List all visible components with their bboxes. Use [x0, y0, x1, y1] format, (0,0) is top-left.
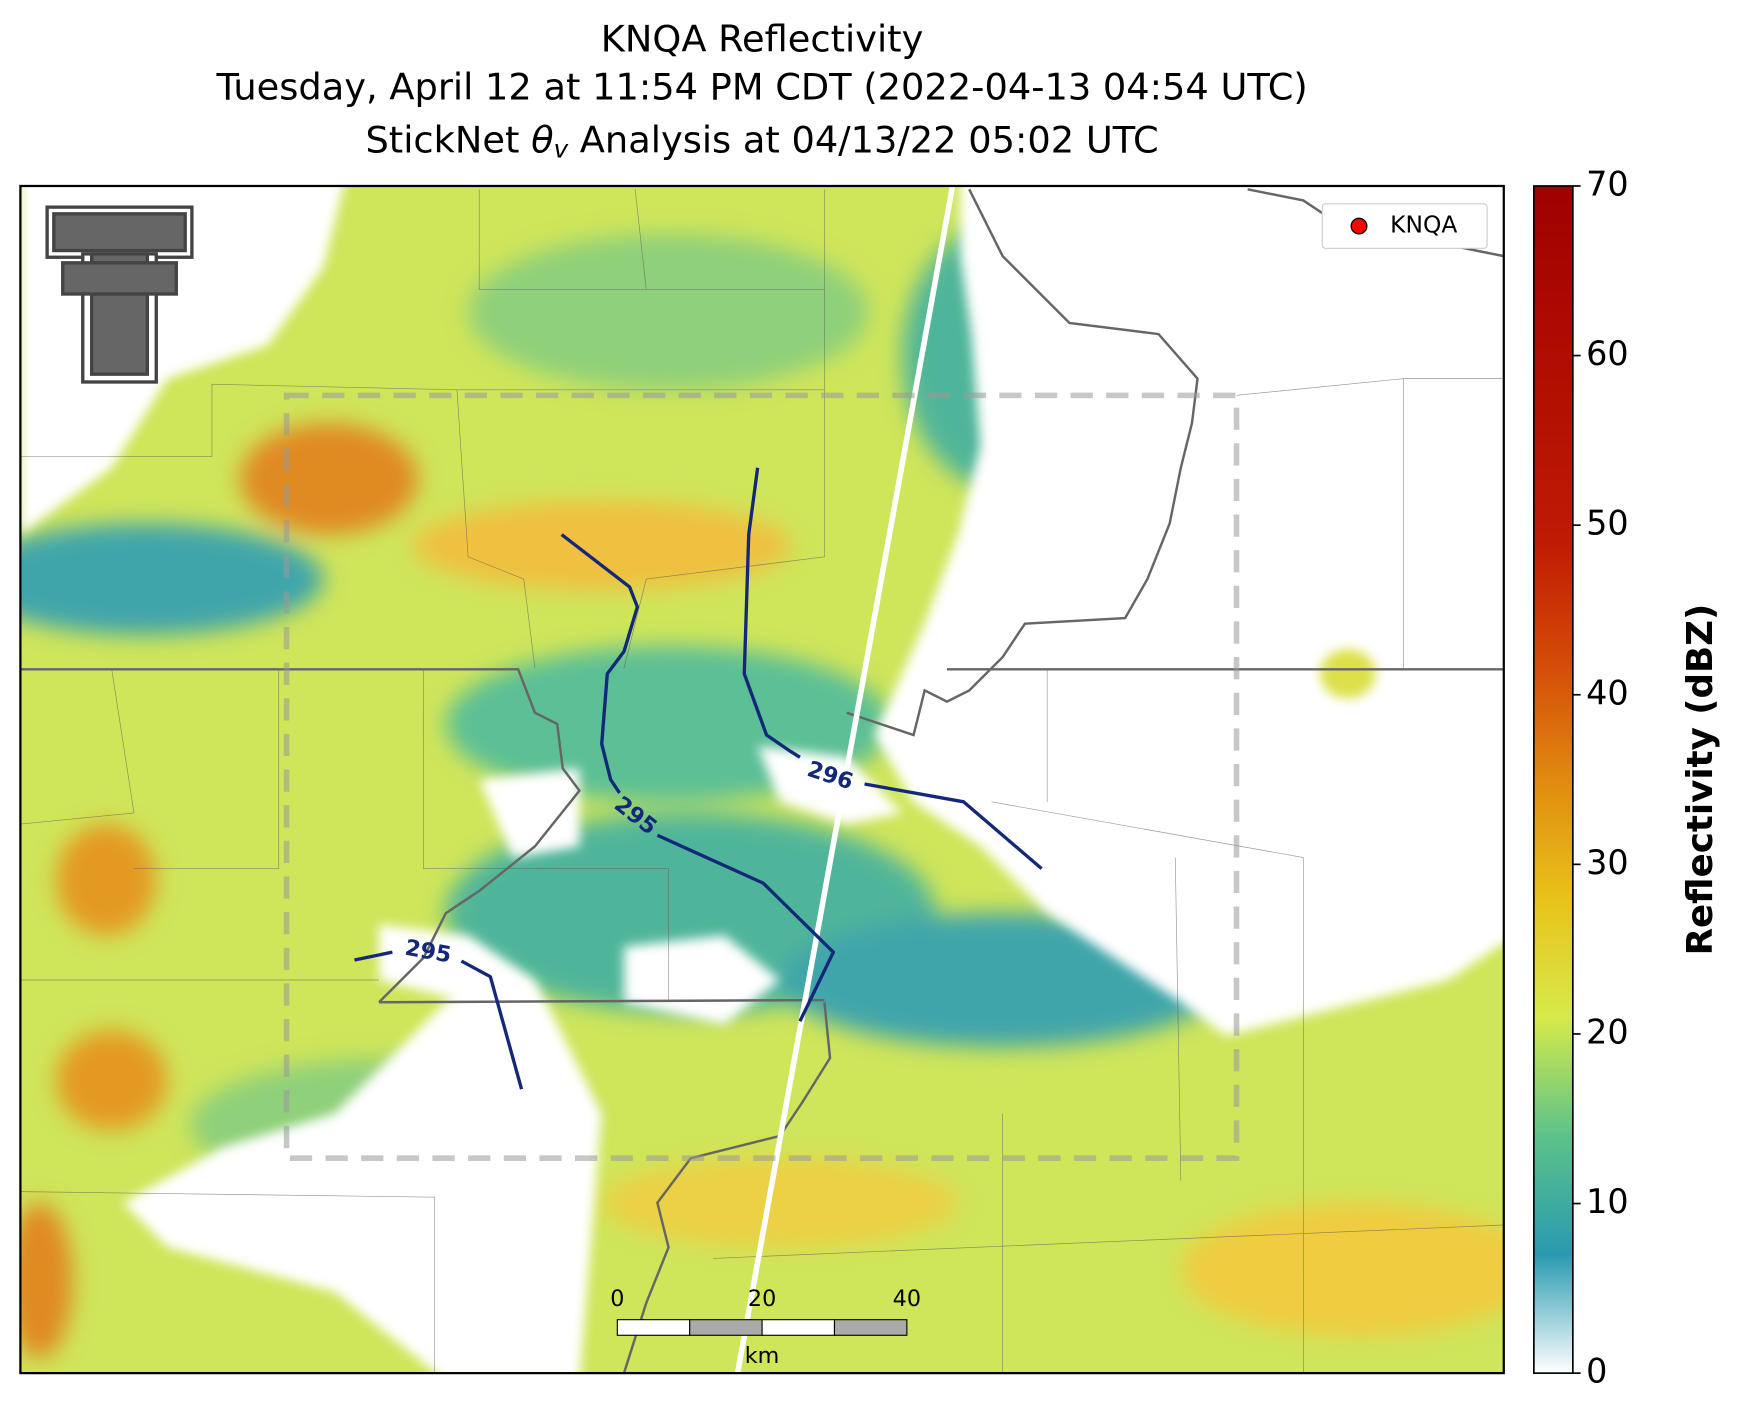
colorbar-tick-label: 30 — [1586, 843, 1629, 882]
scale-bar — [616, 1319, 908, 1336]
colorbar-tick-label: 60 — [1586, 334, 1629, 373]
analysis-prefix: StickNet — [365, 118, 519, 161]
colorbar-tick-label: 20 — [1586, 1012, 1629, 1051]
colorbar-tick-label: 10 — [1586, 1182, 1629, 1221]
colorbar-tick-label: 70 — [1586, 164, 1629, 203]
theta-symbol: θ — [531, 118, 553, 161]
scale-label: 0 — [610, 1286, 624, 1312]
colorbar-tick-label: 40 — [1586, 673, 1629, 712]
scale-label: 20 — [748, 1286, 776, 1312]
colorbar-label: Reflectivity (dBZ) — [1680, 604, 1721, 956]
radar-map: 295 296 295 KNQA 0 20 40 km — [20, 185, 1504, 1374]
analysis-suffix: Analysis at 04/13/22 05:02 UTC — [580, 118, 1159, 161]
title: KNQA Reflectivity — [601, 18, 924, 61]
scale-label: 40 — [893, 1286, 921, 1312]
analysis-title: StickNet θv Analysis at 04/13/22 05:02 U… — [365, 118, 1158, 170]
legend: KNQA — [1321, 203, 1488, 249]
logo — [45, 205, 194, 384]
colorbar — [1533, 185, 1574, 1374]
scale-unit: km — [745, 1343, 780, 1369]
subtitle: Tuesday, April 12 at 11:54 PM CDT (2022-… — [215, 66, 1307, 109]
colorbar-tick-label: 0 — [1586, 1352, 1607, 1391]
colorbar-tick-label: 50 — [1586, 504, 1629, 543]
theta-subscript: v — [554, 134, 569, 163]
legend-marker — [1350, 217, 1368, 235]
map-frame — [19, 184, 1505, 1375]
legend-label: KNQA — [1390, 211, 1457, 239]
